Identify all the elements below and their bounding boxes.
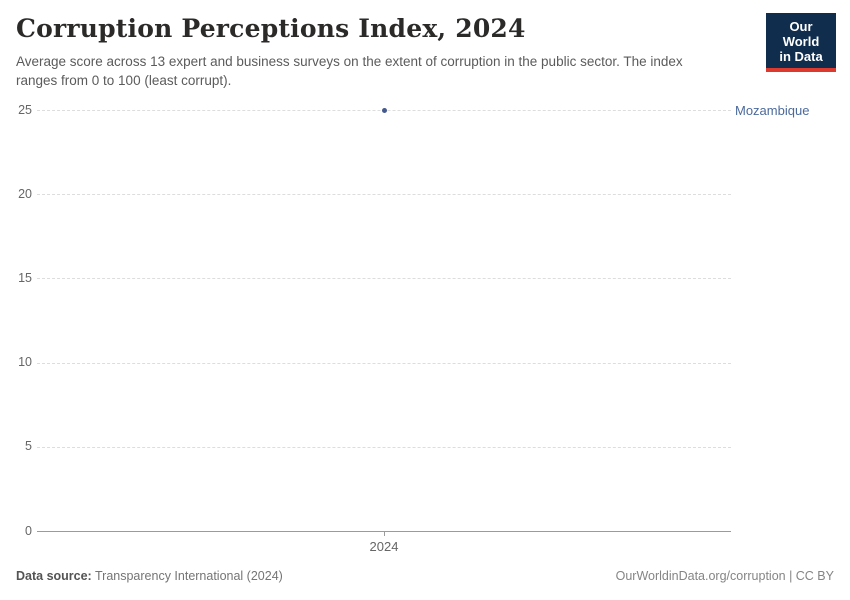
gridline — [37, 362, 731, 364]
owid-logo-line1: Our World — [782, 19, 820, 49]
y-tick-label: 25 — [18, 102, 32, 117]
y-tick-label: 5 — [25, 439, 32, 454]
gridline — [37, 446, 731, 448]
gridline — [37, 194, 731, 196]
y-tick-label: 0 — [25, 523, 32, 538]
y-tick-label: 10 — [18, 355, 32, 370]
y-tick-label: 15 — [18, 270, 32, 285]
chart-title: Corruption Perceptions Index, 2024 — [16, 14, 526, 43]
data-point[interactable] — [381, 108, 387, 113]
entity-label[interactable]: Mozambique — [735, 102, 810, 118]
data-source-label: Data source: — [16, 569, 92, 583]
y-tick-label: 20 — [18, 186, 32, 201]
license-link[interactable]: OurWorldinData.org/corruption | CC BY — [615, 569, 834, 583]
data-source-note: Data source: Transparency International … — [16, 569, 283, 583]
x-tick-label: 2024 — [369, 538, 399, 554]
x-tick-mark — [383, 532, 385, 536]
data-source-value: Transparency International (2024) — [94, 569, 283, 583]
owid-logo-line2: in Data — [779, 49, 823, 64]
gridline — [37, 278, 731, 280]
x-axis-line — [37, 531, 731, 532]
owid-logo[interactable]: Our World in Data — [766, 13, 836, 72]
chart-subtitle: Average score across 13 expert and busin… — [16, 54, 683, 89]
